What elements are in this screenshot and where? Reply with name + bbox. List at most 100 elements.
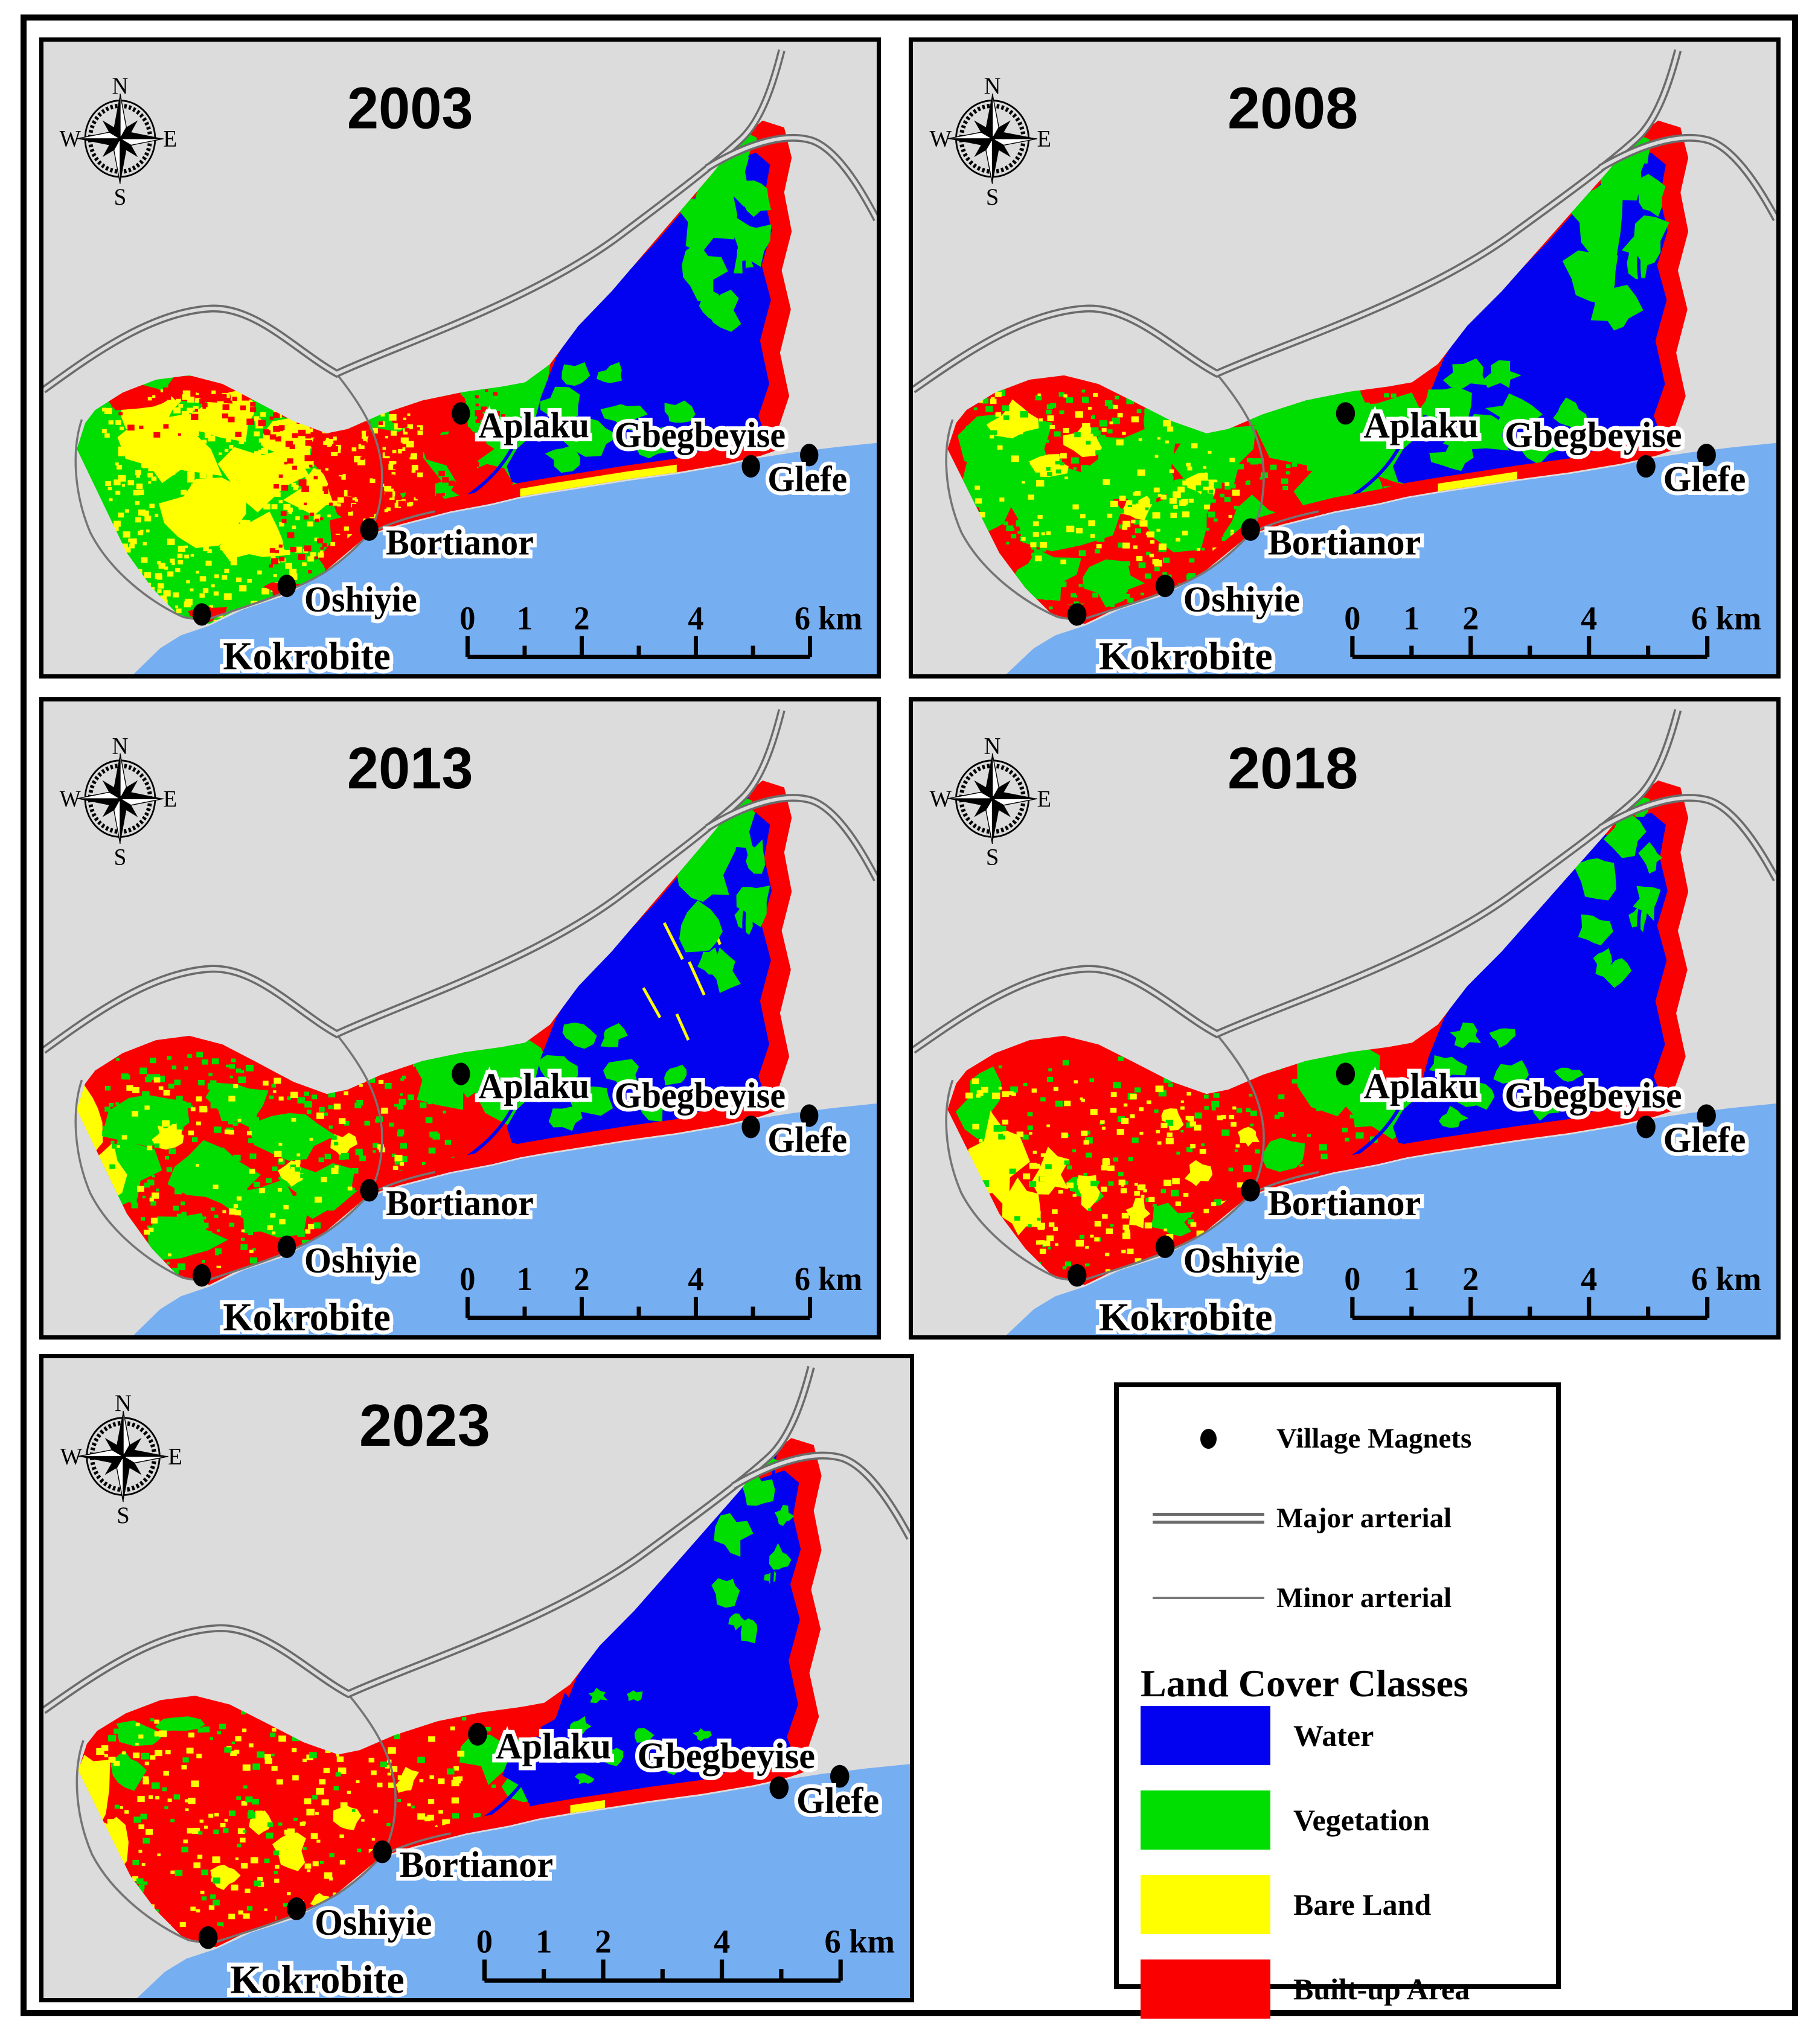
scale-bar [465,636,813,659]
svg-text:6 km: 6 km [1691,599,1761,636]
svg-text:S: S [114,184,127,210]
village-dot-oshiyie [1155,574,1175,598]
svg-text:N: N [984,733,1001,759]
svg-text:N: N [115,1390,132,1416]
ocean [133,1103,877,1335]
year-title: 2008 [1227,75,1358,141]
svg-text:4: 4 [688,1260,703,1297]
ocean [1006,1103,1776,1335]
svg-text:1: 1 [1403,1260,1420,1297]
class-color-swatch [1141,1959,1270,2019]
village-label-glefe: Glefe [767,459,847,499]
village-dot-bortianor [1241,1179,1260,1202]
class-color-swatch [1141,1706,1270,1765]
svg-text:0: 0 [459,599,475,636]
minor-arterial-roads [74,375,435,622]
svg-text:1: 1 [1403,599,1420,636]
scale-bar [1350,1297,1710,1320]
village-label-glefe: Glefe [767,1119,847,1160]
svg-text:N: N [112,73,129,99]
svg-text:2: 2 [574,1260,589,1297]
village-dot-bortianor [360,1179,379,1202]
svg-text:E: E [163,126,177,152]
village-label-kokrobite: Kokrobite [223,634,390,674]
major-arterial-roads [43,1365,910,1714]
svg-text:N: N [112,733,129,759]
svg-text:S: S [114,845,127,870]
svg-text:1: 1 [517,1260,533,1297]
village-dot-oshiyie [1155,1235,1175,1258]
village-dot-kokrobite [193,1264,211,1287]
land-cover-raster [77,780,792,1285]
village-label-gbegbeyise: Gbegbeyise [638,1736,816,1777]
major-arterial-icon [1141,1513,1276,1524]
village-dot-glefe [741,455,760,478]
village-dot-glefe [1636,1116,1656,1139]
village-label-gbegbeyise: Gbegbeyise [615,414,786,455]
map-panel-2008: Aplaku Gbegbeyise Glefe Bortianor Oshiyie Kok… [909,37,1781,679]
village-label-gbegbeyise: Gbegbeyise [1505,415,1682,455]
village-label-oshiyie: Oshiyie [1183,1241,1301,1281]
village-dot-gbegbeyise [800,444,819,467]
scale-bar-labels: 0 1 2 4 6 km [459,1260,862,1297]
map-panel-2013: Aplaku Gbegbeyise Glefe Bortianor Oshiyie Kok… [39,697,881,1340]
svg-text:4: 4 [714,1923,730,1959]
compass-rose-icon: N E S W [60,1390,182,1528]
svg-text:0: 0 [1344,599,1360,636]
compass-rose-icon: N E S W [930,733,1052,870]
village-label-oshiyie: Oshiyie [1183,580,1300,620]
village-dot-oshiyie [287,1897,306,1920]
svg-text:0: 0 [1344,1260,1360,1297]
svg-text:2: 2 [1462,1260,1479,1297]
village-label-bortianor: Bortianor [400,1845,553,1885]
village-label-bortianor: Bortianor [386,1183,534,1223]
svg-text:E: E [1037,127,1052,152]
village-dot-aplaku [1336,1062,1355,1085]
scale-bar-labels: 0 1 2 4 6 km [1344,599,1761,636]
village-dot-gbegbeyise [830,1765,850,1788]
svg-text:0: 0 [476,1923,493,1959]
svg-text:W: W [60,786,81,812]
major-arterial-roads [43,49,877,394]
minor-arterial-roads [945,375,1319,622]
village-label-kokrobite: Kokrobite [1099,634,1272,674]
svg-text:4: 4 [1581,599,1597,636]
class-label: Bare Land [1293,1888,1432,1921]
svg-text:W: W [60,126,81,152]
svg-text:2: 2 [574,599,589,636]
legend-class-row: Vegetation [1141,1790,1534,1850]
village-label-aplaku: Aplaku [496,1726,611,1767]
village-label-bortianor: Bortianor [1268,522,1421,563]
legend-item-double-line: Major arterial [1141,1502,1534,1535]
year-title: 2013 [347,735,473,801]
map-panel-2003: Aplaku Gbegbeyise Glefe Bortianor Oshiyie Kok… [39,37,881,679]
svg-text:6 km: 6 km [1691,1260,1761,1297]
class-label: Vegetation [1293,1803,1430,1837]
svg-text:N: N [984,74,1001,99]
map-panel-2018: Aplaku Gbegbeyise Glefe Bortianor Oshiyie Kok… [909,697,1781,1340]
svg-text:4: 4 [1581,1260,1597,1297]
village-label-aplaku: Aplaku [1363,406,1478,446]
legend-class-row: Water [1141,1706,1534,1765]
scale-bar [482,1959,843,1983]
village-dot-glefe [741,1116,760,1139]
minor-arterial-roads [74,1036,435,1283]
village-dot-aplaku [468,1723,487,1746]
legend: Village Magnets Major arterial Minor arter… [1114,1382,1561,2019]
svg-text:2: 2 [1462,599,1479,636]
svg-text:6 km: 6 km [795,599,862,636]
legend-item-label: Minor arterial [1276,1582,1452,1614]
village-label-glefe: Glefe [1663,459,1746,500]
map-panel-2023: Aplaku Gbegbeyise Glefe Bortianor Oshiyie Kok… [39,1354,914,2002]
village-dot-kokrobite [1067,1264,1087,1287]
legend-item-label: Major arterial [1276,1503,1452,1534]
svg-text:6 km: 6 km [824,1923,895,1959]
class-label: Built-up Area [1293,1972,1470,2006]
ocean [136,1764,910,1998]
legend-item-single-line: Minor arterial [1141,1582,1534,1614]
